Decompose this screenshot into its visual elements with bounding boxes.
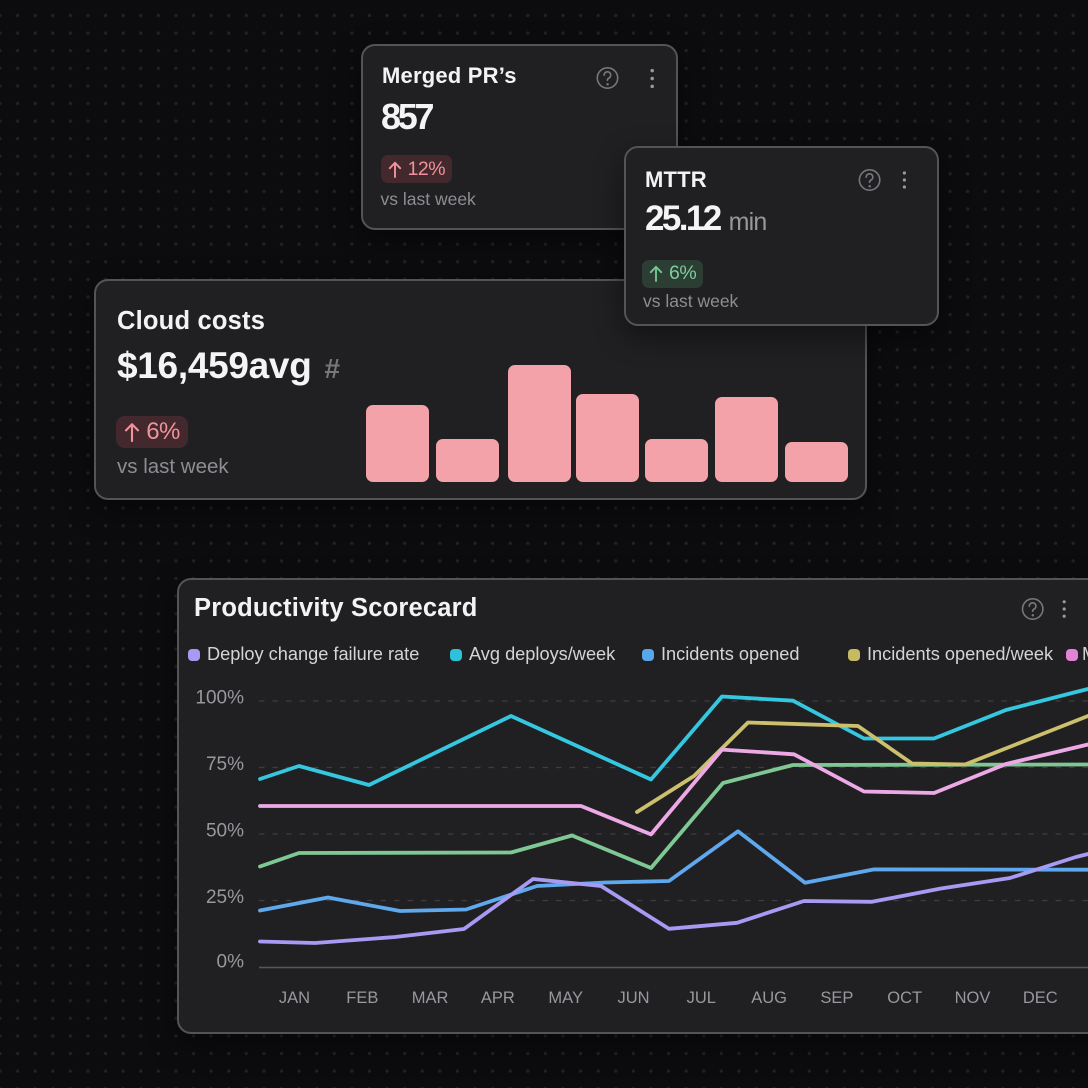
svg-text:MAY: MAY <box>548 989 583 1007</box>
svg-text:AUG: AUG <box>751 989 787 1007</box>
svg-text:JUN: JUN <box>617 989 649 1007</box>
svg-text:FEB: FEB <box>346 989 378 1007</box>
svg-text:JAN: JAN <box>279 989 310 1007</box>
svg-text:50%: 50% <box>206 821 244 842</box>
svg-text:0%: 0% <box>217 952 245 973</box>
svg-text:APR: APR <box>481 989 515 1007</box>
svg-text:MAR: MAR <box>412 989 449 1007</box>
svg-text:75%: 75% <box>206 754 244 775</box>
svg-text:SEP: SEP <box>820 989 853 1007</box>
svg-text:25%: 25% <box>206 887 244 908</box>
svg-text:NOV: NOV <box>955 989 991 1007</box>
svg-text:JUL: JUL <box>687 989 716 1007</box>
svg-text:OCT: OCT <box>887 989 922 1007</box>
svg-text:DEC: DEC <box>1023 989 1058 1007</box>
svg-text:100%: 100% <box>195 688 244 709</box>
